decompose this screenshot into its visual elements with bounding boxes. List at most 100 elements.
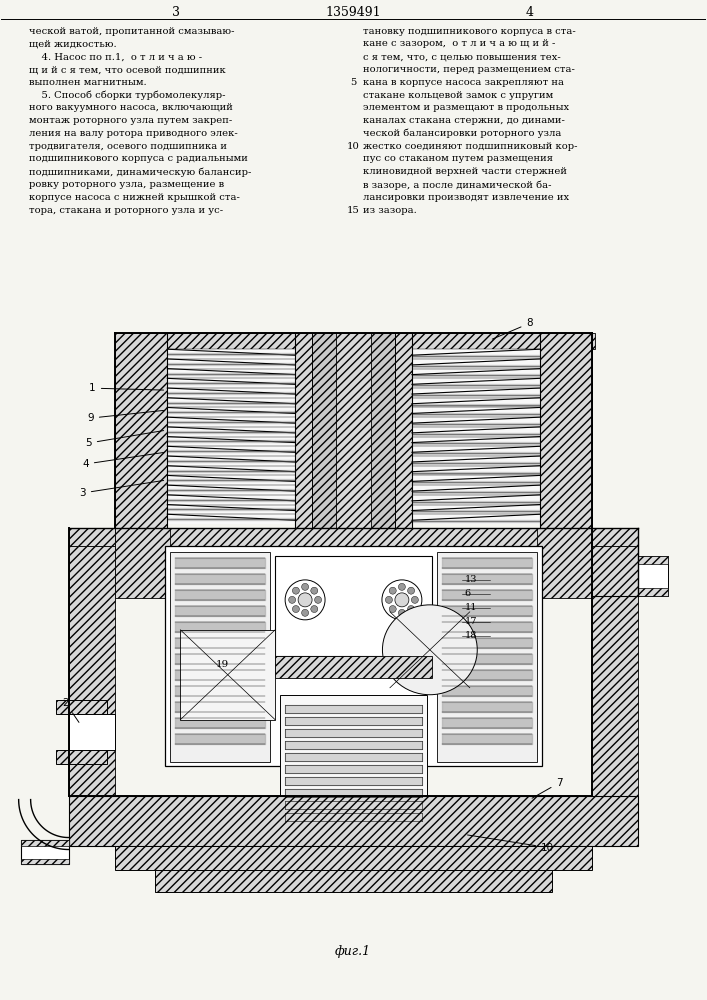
Circle shape — [390, 606, 396, 613]
Circle shape — [315, 596, 322, 603]
Text: в зазоре, а после динамической ба-: в зазоре, а после динамической ба- — [363, 180, 551, 190]
Text: корпусе насоса с нижней крышкой ста-: корпусе насоса с нижней крышкой ста- — [29, 193, 240, 202]
Bar — [537, 528, 592, 598]
Circle shape — [399, 583, 405, 590]
Text: 17: 17 — [464, 617, 477, 626]
Text: 7: 7 — [532, 778, 563, 798]
Bar — [115, 528, 595, 546]
Text: с я тем, что, с целью повышения тех-: с я тем, что, с целью повышения тех- — [363, 52, 561, 61]
Bar — [275, 656, 432, 678]
Text: 5: 5 — [86, 431, 163, 448]
Text: стакане кольцевой замок с упругим: стакане кольцевой замок с упругим — [363, 91, 554, 100]
Text: 10: 10 — [346, 142, 359, 151]
Circle shape — [288, 596, 296, 603]
Text: ческой балансировки роторного узла: ческой балансировки роторного узла — [363, 129, 561, 138]
Bar — [312, 333, 395, 528]
Text: 11: 11 — [464, 603, 477, 612]
Bar — [275, 556, 432, 656]
Bar — [180, 630, 275, 720]
Bar — [21, 840, 69, 846]
Bar — [69, 528, 115, 546]
Circle shape — [311, 587, 317, 594]
Circle shape — [293, 587, 299, 594]
Text: фиг.1: фиг.1 — [335, 945, 371, 958]
Text: 4. Насос по п.1,  о т л и ч а ю -: 4. Насос по п.1, о т л и ч а ю - — [29, 52, 201, 61]
Bar — [69, 546, 115, 796]
Text: кане с зазором,  о т л и ч а ю щ и й -: кане с зазором, о т л и ч а ю щ и й - — [363, 39, 556, 48]
Text: монтаж роторного узла путем закреп-: монтаж роторного узла путем закреп- — [29, 116, 232, 125]
Circle shape — [408, 587, 414, 594]
Bar — [69, 714, 115, 750]
Text: 5. Способ сборки турбомолекуляр-: 5. Способ сборки турбомолекуляр- — [29, 91, 225, 100]
Bar — [638, 556, 668, 596]
Text: тродвигателя, осевого подшипника и: тродвигателя, осевого подшипника и — [29, 142, 227, 151]
Bar — [115, 846, 592, 870]
Text: 4: 4 — [82, 452, 163, 469]
Text: щ и й с я тем, что осевой подшипник: щ и й с я тем, что осевой подшипник — [29, 65, 226, 74]
Bar — [592, 546, 638, 796]
Text: клиновидной верхней части стержней: клиновидной верхней части стержней — [363, 167, 567, 176]
Text: ческой ватой, пропитанной смазываю-: ческой ватой, пропитанной смазываю- — [29, 27, 234, 36]
Bar — [21, 859, 69, 864]
Text: ления на валу ротора приводного элек-: ления на валу ротора приводного элек- — [29, 129, 238, 138]
Bar — [437, 552, 537, 762]
Circle shape — [298, 593, 312, 607]
Text: ного вакуумного насоса, включающий: ного вакуумного насоса, включающий — [29, 103, 233, 112]
Bar — [115, 333, 168, 528]
Bar — [412, 349, 539, 524]
Text: подшипниками, динамическую балансир-: подшипниками, динамическую балансир- — [29, 167, 251, 177]
Text: 8: 8 — [492, 318, 533, 339]
Text: 1: 1 — [89, 383, 163, 393]
Text: 5: 5 — [350, 78, 356, 87]
Bar — [168, 349, 295, 524]
Circle shape — [382, 580, 422, 620]
Text: 13: 13 — [464, 575, 477, 584]
Text: 15: 15 — [346, 206, 359, 215]
Circle shape — [411, 596, 419, 603]
Text: 4: 4 — [525, 6, 534, 19]
Bar — [592, 528, 638, 546]
Text: 3: 3 — [79, 480, 163, 498]
Text: ровку роторного узла, размещение в: ровку роторного узла, размещение в — [29, 180, 223, 189]
Text: выполнен магнитным.: выполнен магнитным. — [29, 78, 146, 87]
Ellipse shape — [382, 605, 477, 695]
Text: пус со стаканом путем размещения: пус со стаканом путем размещения — [363, 154, 553, 163]
Bar — [310, 835, 397, 853]
Text: элементом и размещают в продольных: элементом и размещают в продольных — [363, 103, 569, 112]
Bar — [638, 556, 668, 564]
Text: из зазора.: из зазора. — [363, 206, 416, 215]
Bar — [170, 552, 270, 762]
Bar — [156, 870, 551, 892]
Bar — [21, 840, 69, 864]
Text: 1359491: 1359491 — [325, 6, 381, 19]
Text: 2: 2 — [62, 698, 79, 722]
Circle shape — [293, 606, 299, 613]
Text: 6: 6 — [464, 589, 471, 598]
Bar — [56, 750, 107, 764]
Bar — [638, 588, 668, 596]
Text: щей жидкостью.: щей жидкостью. — [29, 39, 116, 48]
Bar — [56, 700, 107, 714]
Text: 18: 18 — [464, 631, 477, 640]
Circle shape — [302, 609, 308, 616]
Text: 9: 9 — [87, 410, 163, 423]
Bar — [69, 796, 638, 846]
Circle shape — [385, 596, 392, 603]
Bar — [295, 333, 327, 528]
Circle shape — [395, 593, 409, 607]
Text: подшипникового корпуса с радиальными: подшипникового корпуса с радиальными — [29, 154, 247, 163]
Circle shape — [408, 606, 414, 613]
Bar — [280, 695, 427, 835]
Bar — [336, 333, 371, 713]
Text: кана в корпусе насоса закрепляют на: кана в корпусе насоса закрепляют на — [363, 78, 564, 87]
Bar — [165, 546, 542, 766]
Text: тановку подшипникового корпуса в ста-: тановку подшипникового корпуса в ста- — [363, 27, 575, 36]
Text: 10: 10 — [467, 835, 554, 853]
Text: 19: 19 — [216, 660, 229, 669]
Text: жестко соединяют подшипниковый кор-: жестко соединяют подшипниковый кор- — [363, 142, 578, 151]
Text: тора, стакана и роторного узла и ус-: тора, стакана и роторного узла и ус- — [29, 206, 223, 215]
Text: нологичности, перед размещением ста-: нологичности, перед размещением ста- — [363, 65, 575, 74]
Text: каналах стакана стержни, до динами-: каналах стакана стержни, до динами- — [363, 116, 565, 125]
Circle shape — [302, 583, 308, 590]
Bar — [115, 333, 595, 349]
